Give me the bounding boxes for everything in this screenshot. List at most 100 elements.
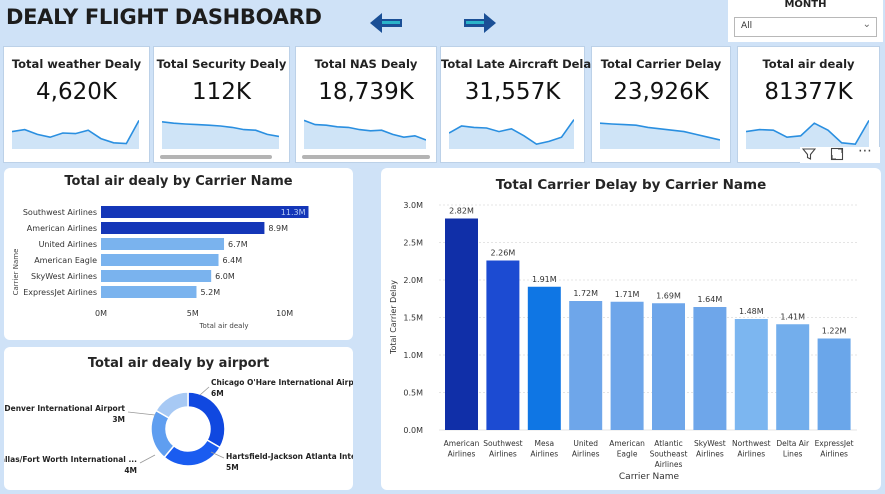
leader-line (199, 386, 210, 396)
kpi-card: Total Carrier Delay 23,926K (591, 46, 731, 163)
category-label: Atlantic Southeast Airlines (650, 439, 688, 469)
kpi-value: 4,620K (36, 79, 117, 105)
leader-line (139, 454, 156, 464)
kpi-card: Total weather Dealy 4,620K (3, 46, 150, 163)
tick-label: 1.0M (403, 351, 423, 360)
slice-label: Hartsfield-Jackson Atlanta Inter... (226, 452, 353, 461)
kpi-card: Total Security Dealy 112K (153, 46, 290, 163)
month-filter: MONTH All ⌄ (728, 0, 883, 42)
category-label: SkyWest Airlines (694, 439, 726, 459)
bar (101, 238, 225, 250)
category-label: SkyWest Airlines (31, 272, 97, 281)
bar (652, 303, 685, 430)
kpi-title: Total NAS Dealy (314, 57, 418, 71)
kpi-sparkline-area (449, 119, 574, 149)
tick-label: 2.5M (403, 239, 423, 248)
kpi-sparkline-area (746, 120, 869, 149)
filter-icon[interactable] (801, 147, 817, 164)
value-label: 2.82M (449, 207, 474, 216)
value-label: 1.41M (780, 312, 805, 321)
kpi-sparkline (746, 120, 869, 149)
tick-label: 0.0M (403, 426, 423, 435)
bar (101, 254, 219, 266)
category-label: American Airlines (27, 224, 97, 233)
air-delay-by-airport-title: Total air dealy by airport (87, 356, 270, 371)
kpi-sparkline-line (449, 119, 574, 146)
kpi-sparkline (304, 119, 426, 149)
bar (101, 270, 212, 282)
value-label: 1.48M (739, 307, 764, 316)
bar (101, 206, 309, 218)
bar (693, 307, 727, 430)
category-label: Southwest Airlines (23, 208, 97, 217)
kpi-sparkline (162, 121, 279, 149)
x-axis-label: Total air dealy (198, 322, 248, 330)
category-label: American Airlines (444, 439, 480, 459)
donut-slice (154, 391, 189, 420)
value-label: 1.64M (698, 295, 723, 304)
y-axis-label: Total Carrier Delay (389, 280, 398, 355)
kpi-sparkline (600, 122, 720, 149)
focus-mode-icon[interactable] (830, 147, 844, 164)
bar (776, 324, 810, 430)
category-label: Mesa Airlines (530, 439, 558, 459)
month-dropdown-value: All (741, 21, 753, 31)
leader-line (210, 451, 225, 459)
category-label: Northwest Airlines (732, 439, 771, 459)
back-arrow-icon[interactable] (368, 10, 404, 36)
kpi-card: Total NAS Dealy 18,739K (295, 46, 437, 163)
more-options-icon[interactable]: ⋯ (858, 143, 873, 159)
kpi-sparkline-area (600, 123, 720, 149)
kpi-sparkline-area (162, 121, 279, 149)
visual-toolbar: ⋯ (800, 143, 880, 164)
kpi-scrollbar[interactable] (302, 155, 430, 159)
bar (569, 301, 603, 430)
value-label: 5.2M (200, 288, 220, 297)
tick-label: 0.5M (403, 389, 423, 398)
category-label: American Eagle (34, 256, 97, 265)
kpi-card: Total air dealy 81377K (737, 46, 880, 163)
air-delay-by-airport-chart: Chicago O'Hare International Airport 6M Ha… (4, 378, 353, 475)
category-label: ExpressJet Airlines (23, 288, 97, 297)
kpi-sparkline-area (12, 120, 139, 149)
tick-label: 0M (95, 309, 107, 318)
bar (817, 338, 851, 430)
bar (445, 218, 478, 430)
slice-value-label: 6M (211, 389, 224, 398)
kpi-value: 81377K (764, 79, 853, 105)
kpi-scrollbar[interactable] (160, 155, 272, 159)
kpi-title: Total Late Aircraft Delay (441, 57, 599, 71)
kpi-value: 31,557K (464, 79, 561, 105)
kpi-sparkline-line (304, 119, 426, 141)
kpi-sparkline-line (600, 122, 720, 141)
month-dropdown[interactable]: All ⌄ (734, 17, 877, 37)
carrier-delay-chart: 0.0M 0.5M 1.0M 1.5M 2.0M 2.5M 3.0M Total Carrie… (389, 201, 857, 482)
slice-value-label: 4M (124, 466, 137, 475)
air-delay-by-airport-panel: Total air dealy by airport Chicago O'Har… (4, 347, 353, 490)
bar (527, 286, 561, 430)
value-label: 2.26M (491, 249, 516, 258)
forward-arrow-icon[interactable] (462, 10, 498, 36)
chevron-down-icon: ⌄ (862, 19, 871, 30)
value-label: 6.7M (228, 240, 248, 249)
category-label: ExpressJet Airlines (815, 439, 854, 459)
tick-label: 1.5M (403, 314, 423, 323)
category-label: United Airlines (39, 240, 97, 249)
kpi-value: 112K (192, 79, 251, 105)
value-label: 1.22M (822, 327, 847, 336)
donut-slice (150, 409, 175, 459)
slice-label: Chicago O'Hare International Airport (211, 378, 353, 387)
slice-label: Dallas/Fort Worth International ... (4, 455, 137, 464)
kpi-title: Total Carrier Delay (600, 57, 722, 71)
air-delay-by-carrier-chart: Carrier Name Southwest Airlines 11.3M Ameri… (12, 206, 309, 330)
kpi-sparkline-line (12, 120, 139, 145)
tick-label: 3.0M (403, 201, 423, 210)
slice-value-label: 3M (112, 415, 125, 424)
value-label: 1.91M (532, 275, 557, 284)
kpi-sparkline (12, 120, 139, 149)
slice-value-label: 5M (226, 463, 239, 472)
x-axis-label: Carrier Name (619, 472, 680, 482)
value-label: 6.0M (215, 272, 235, 281)
bar (101, 222, 265, 234)
kpi-title: Total air dealy (762, 57, 855, 71)
